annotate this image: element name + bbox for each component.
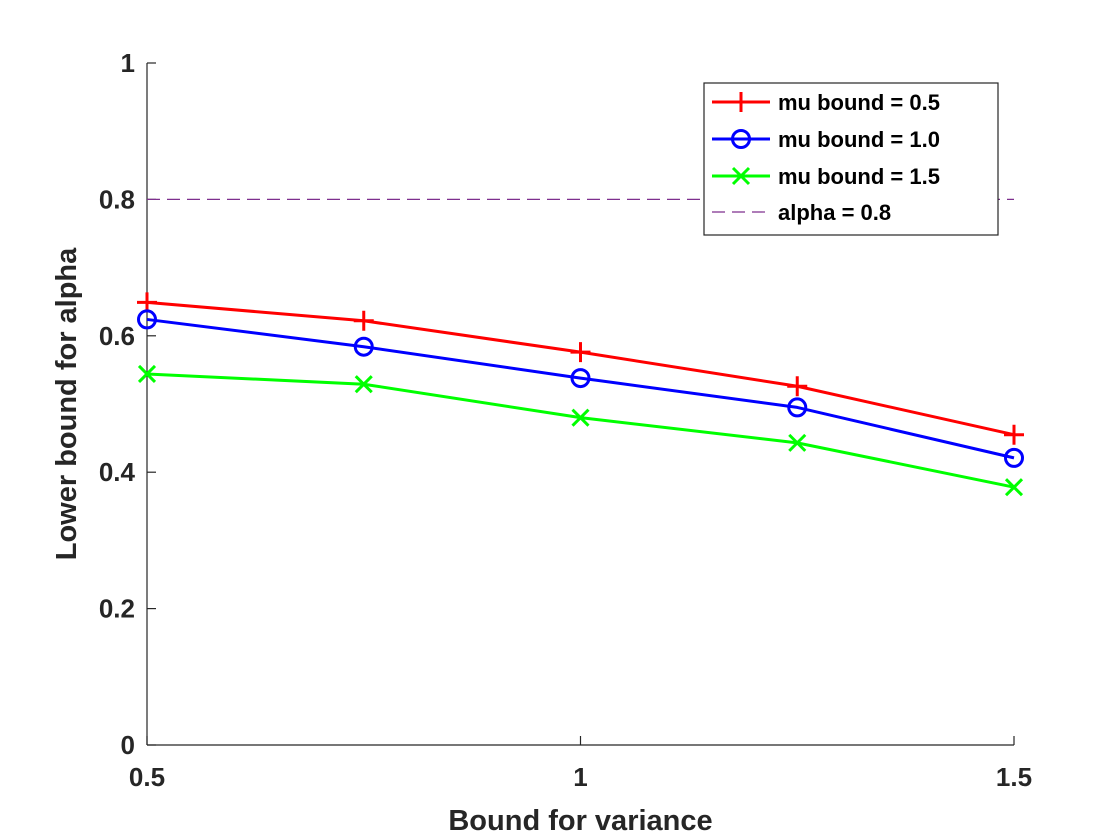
data-point: [354, 375, 373, 394]
x-axis-title: Bound for variance: [448, 805, 712, 837]
y-tick-label: 0.6: [99, 321, 135, 351]
data-point: [137, 309, 157, 330]
series-line: [146, 317, 1015, 460]
data-point: [787, 376, 808, 397]
data-point: [570, 342, 591, 363]
y-tick-label: 0.2: [99, 594, 135, 624]
data-point: [571, 408, 590, 427]
data-point: [788, 433, 807, 452]
data-point: [137, 364, 157, 384]
y-axis-title: Lower bound for alpha: [51, 247, 83, 560]
data-point: [137, 292, 157, 313]
series-1: [137, 292, 1024, 445]
y-tick-label: 1: [121, 48, 135, 78]
legend-marker: [731, 92, 751, 112]
series-line: [146, 372, 1015, 489]
legend-label: mu bound = 1.0: [778, 127, 940, 152]
data-point: [353, 310, 374, 331]
x-tick-label: 1: [573, 762, 587, 792]
legend-marker: [731, 166, 751, 186]
legend-label: alpha = 0.8: [778, 200, 891, 225]
legend-box: [703, 82, 999, 236]
legend-marker: [731, 129, 751, 149]
data-point: [787, 397, 808, 418]
legend: mu bound = 0.5 mu bound = 1.0 mu bound = 1…: [703, 82, 999, 236]
data-point: [1004, 424, 1024, 445]
x-tick-label: 1.5: [996, 762, 1032, 792]
x-tick-label: 0.5: [129, 762, 165, 792]
data-point: [1004, 447, 1024, 468]
y-tick-label: 0: [121, 730, 135, 760]
y-tick-label: 0.8: [99, 184, 135, 214]
axes: 0 0.2 0.4 0.6 0.8 1 0.5 1 1.5 Bound for variance L…: [51, 48, 1032, 837]
series-2: [137, 309, 1024, 468]
y-tick-label: 0.4: [99, 457, 136, 487]
data-point: [570, 368, 591, 389]
series-3: [137, 364, 1024, 497]
series-group: [137, 292, 1024, 497]
data-point: [353, 336, 374, 357]
legend-label: mu bound = 1.5: [778, 164, 940, 189]
data-point: [1004, 478, 1024, 497]
legend-label: mu bound = 0.5: [778, 90, 940, 115]
